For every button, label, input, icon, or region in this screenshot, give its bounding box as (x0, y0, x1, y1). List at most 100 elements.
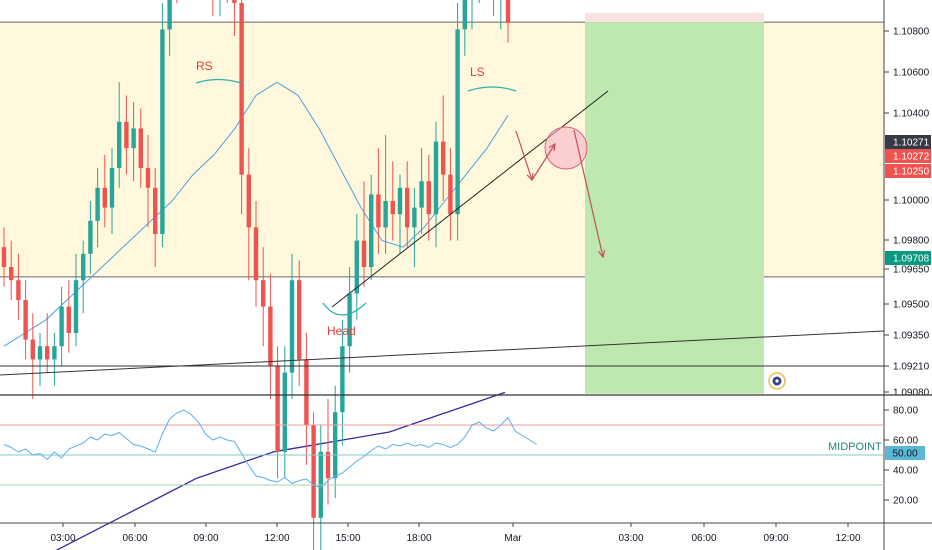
candle-body (297, 280, 302, 360)
price-tag-label: 1.10271 (893, 138, 930, 149)
time-tick-label: 06:00 (691, 533, 716, 544)
candle-body (160, 29, 165, 235)
candle-body (405, 187, 410, 228)
target-zone (585, 22, 764, 394)
rsi-tick-label: 20.00 (893, 496, 918, 507)
price-axis: 1.10800 1.10600 1.10400 1.10000 1.09800 1.096… (883, 0, 931, 550)
time-tick-label: 12:00 (835, 533, 860, 544)
price-tag-label: 1.10250 (893, 167, 930, 178)
candle-body (253, 227, 259, 281)
candle-body (88, 220, 93, 254)
price-tag (885, 149, 931, 163)
time-tick-label: 15:00 (335, 533, 360, 544)
price-tick-label: 1.10800 (893, 27, 930, 38)
time-tick-label: Mar (504, 533, 522, 544)
candle-body (390, 201, 395, 215)
candle-body (167, 0, 172, 30)
price-tick-label: 1.09350 (893, 331, 930, 342)
candle-body (145, 168, 151, 188)
candle-body (1, 247, 7, 267)
ls-arc (467, 86, 517, 92)
candle-body (282, 372, 287, 452)
candles (1, 0, 511, 550)
ls-label: LS (470, 65, 485, 79)
projection-arrows (515, 129, 606, 259)
candle-body (246, 174, 251, 228)
candle-body (95, 187, 100, 221)
price-tag-label: 1.10272 (893, 152, 930, 163)
candle-body (419, 181, 424, 208)
candle-body (232, 0, 237, 3)
long-trendline[interactable] (0, 330, 885, 376)
candle-body (369, 194, 374, 267)
price-tag (885, 251, 931, 265)
head-arc (322, 302, 367, 316)
candle-body (505, 0, 511, 23)
candle-body (311, 425, 316, 518)
candle-body (340, 346, 345, 413)
arrow-target (573, 129, 606, 259)
midpoint-tag-text: 50.00 (892, 449, 917, 460)
candle-body (66, 306, 71, 333)
arrow-target-path (573, 129, 604, 258)
candle-body (131, 128, 136, 149)
arrow-retest (531, 142, 556, 181)
candle-body (37, 346, 43, 360)
midpoint-label: MIDPOINT (828, 441, 882, 453)
candle-body (138, 128, 143, 168)
time-tick-label: 18:00 (406, 533, 431, 544)
rsi-tick-label: 40.00 (893, 466, 918, 477)
candle-body (376, 194, 381, 228)
candle-body (304, 359, 309, 426)
time-tick-label: 12:00 (264, 533, 289, 544)
candle-body (325, 451, 331, 479)
price-tick-label: 1.09080 (893, 388, 930, 399)
midpoint-tag (885, 446, 925, 460)
candle-body (268, 306, 273, 366)
price-tick-label: 1.10400 (893, 109, 930, 120)
price-tick-label: 1.09650 (893, 265, 930, 276)
candle-body (426, 181, 431, 215)
retest-circle (544, 126, 588, 170)
candle-body (81, 253, 86, 281)
candle-body (441, 141, 446, 175)
price-tick-label: 1.09800 (893, 236, 930, 247)
rs-label: RS (196, 59, 213, 73)
rsi-tick-label: 60.00 (893, 436, 918, 447)
head-label: Head (327, 324, 356, 338)
time-tick-label: 03:00 (50, 533, 75, 544)
candle-body (16, 280, 21, 300)
candle-body (397, 187, 403, 215)
candle-body (448, 174, 453, 215)
time-tick-label: 09:00 (763, 533, 788, 544)
rsi-tick-label: 80.00 (893, 406, 918, 417)
candle-body (102, 187, 107, 208)
stop-zone (585, 12, 764, 23)
arrow-target-head (598, 250, 606, 259)
arrow-retest-head (548, 142, 556, 152)
moving-average-short (3, 81, 509, 347)
candle-body (347, 293, 352, 347)
arrow-drop-path (515, 130, 533, 181)
price-tick-label: 1.10000 (893, 196, 930, 207)
time-tick-label: 09:00 (193, 533, 218, 544)
candle-body (117, 121, 122, 168)
candle-body (124, 121, 129, 149)
price-tick-label: 1.10600 (893, 68, 930, 79)
candle-body (239, 3, 244, 175)
candle-body (455, 29, 460, 215)
candle-body (383, 201, 388, 228)
rsi-pane: MIDPOINT 50.00 80.00 60.00 40.00 20.00 (0, 406, 925, 507)
candle-body (153, 187, 158, 234)
candle-body (109, 168, 115, 208)
candle-body (354, 240, 359, 294)
time-axis: 03:00 06:00 09:00 12:00 15:00 18:00 Mar 03:00 06… (50, 523, 861, 544)
price-tag (885, 164, 931, 178)
candle-body (30, 339, 35, 360)
price-tag (885, 135, 931, 149)
rs-arc (195, 78, 242, 84)
settings-icon[interactable] (768, 372, 786, 390)
price-tick-label: 1.09210 (893, 362, 930, 373)
candle-body (73, 280, 79, 333)
